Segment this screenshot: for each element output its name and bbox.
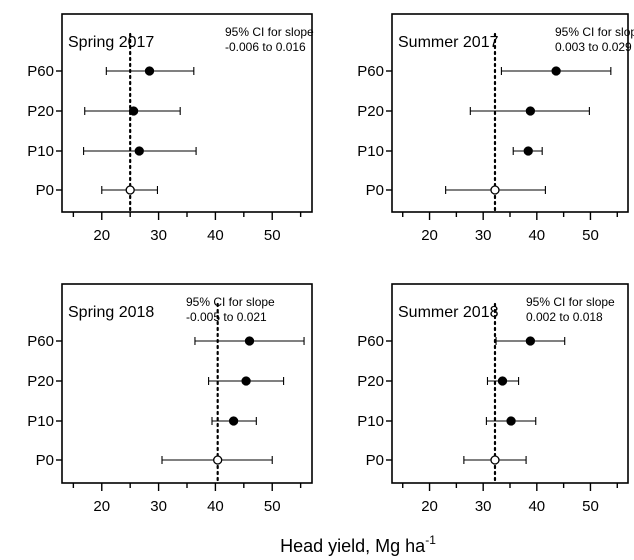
ci-annotation-line: 95% CI for slope <box>526 295 615 309</box>
data-point-filled <box>128 106 139 116</box>
y-category-label: P0 <box>366 452 384 469</box>
ci-annotation-line: 95% CI for slope <box>555 25 634 39</box>
panel-1: 20 30 40 50 P0 P10 P20 P60 Spring 2017 95% CI for… <box>27 13 314 244</box>
data-point-open <box>125 185 135 195</box>
y-category-label: P10 <box>357 413 384 430</box>
data-point-filled <box>551 66 561 76</box>
panel-2: 20 30 40 50 P0 P10 P20 P60 Summer 2017 95% CI for… <box>357 13 634 244</box>
panel-title: Spring 2018 <box>68 304 154 321</box>
y-category-label: P10 <box>27 143 54 160</box>
data-point-filled <box>525 336 536 346</box>
y-category-label: P10 <box>357 143 384 160</box>
x-tick-label: 40 <box>528 498 545 515</box>
y-category-label: P60 <box>27 63 54 80</box>
panel-3: 20 30 40 50 P0 P10 P20 P60 Spring 2018 95% CI for… <box>27 283 313 515</box>
data-point-open <box>490 455 500 465</box>
panel-title: Spring 2017 <box>68 34 154 51</box>
panel-4: 20 30 40 50 P0 P10 P20 P60 Summer 2018 95% CI for… <box>357 283 629 515</box>
ci-annotation-line: 95% CI for slope <box>186 295 275 309</box>
data-point-filled <box>525 106 536 116</box>
x-tick-label: 30 <box>150 227 167 244</box>
data-point-filled <box>244 336 255 346</box>
data-point-filled <box>241 376 251 386</box>
y-category-label: P60 <box>357 333 384 350</box>
data-point-open <box>213 455 223 465</box>
x-tick-label: 30 <box>150 498 167 515</box>
y-category-label: P20 <box>27 103 54 120</box>
x-tick-label: 50 <box>264 498 281 515</box>
y-category-label: P20 <box>357 373 384 390</box>
panel-title: Summer 2018 <box>398 304 499 321</box>
panel-title: Summer 2017 <box>398 34 499 51</box>
y-category-label: P60 <box>27 333 54 350</box>
x-axis-label: Head yield, Mg ha-1 <box>280 533 436 556</box>
y-category-label: P0 <box>36 182 54 199</box>
x-tick-label: 20 <box>421 498 438 515</box>
y-category-label: P10 <box>27 413 54 430</box>
data-point-filled <box>506 416 516 426</box>
data-point-filled <box>228 416 239 426</box>
y-category-label: P0 <box>36 452 54 469</box>
data-point-filled <box>497 376 508 386</box>
x-tick-label: 40 <box>207 227 224 244</box>
x-tick-label: 30 <box>475 498 492 515</box>
x-tick-label: 20 <box>93 227 110 244</box>
x-tick-label: 30 <box>475 227 492 244</box>
x-tick-label: 40 <box>207 498 224 515</box>
x-axis-label-superscript: -1 <box>425 533 436 547</box>
x-axis-label-main: Head yield, Mg ha <box>280 536 426 556</box>
data-point-filled <box>134 146 144 156</box>
y-category-label: P60 <box>357 63 384 80</box>
y-category-label: P20 <box>357 103 384 120</box>
x-tick-label: 20 <box>93 498 110 515</box>
y-category-label: P0 <box>366 182 384 199</box>
x-tick-label: 50 <box>582 227 599 244</box>
ci-annotation-line: 0.003 to 0.029 <box>555 40 632 54</box>
x-tick-label: 50 <box>582 498 599 515</box>
data-point-open <box>490 185 500 195</box>
y-category-label: P20 <box>27 373 54 390</box>
data-point-filled <box>144 66 155 76</box>
x-tick-label: 20 <box>421 227 438 244</box>
x-tick-label: 40 <box>528 227 545 244</box>
ci-annotation-line: 0.002 to 0.018 <box>526 310 603 324</box>
ci-annotation-line: -0.006 to 0.016 <box>225 40 306 54</box>
x-tick-label: 50 <box>264 227 281 244</box>
ci-annotation-line: -0.005 to 0.021 <box>186 310 267 324</box>
data-point-filled <box>523 146 533 156</box>
ci-annotation-line: 95% CI for slope <box>225 25 314 39</box>
